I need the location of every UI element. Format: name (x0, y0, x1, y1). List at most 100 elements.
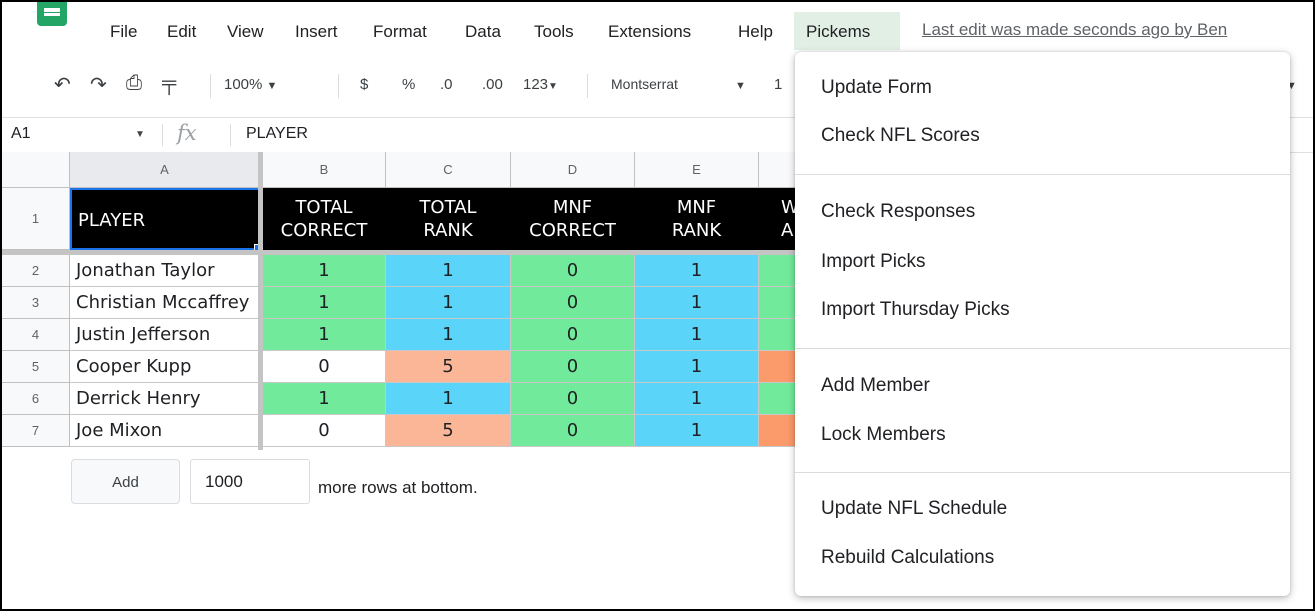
menu-pickems[interactable]: Pickems (794, 12, 900, 50)
column-header-b[interactable]: B (263, 152, 386, 188)
header-cell-mnf-correct[interactable]: MNF CORRECT (511, 188, 635, 250)
header-line: W (781, 197, 799, 218)
name-box-dropdown-icon[interactable]: ▼ (135, 129, 145, 140)
total-rank-cell[interactable]: 1 (386, 287, 511, 319)
player-cell[interactable]: Joe Mixon (70, 415, 260, 447)
mnf-rank-cell[interactable]: 1 (635, 255, 759, 287)
row-header[interactable]: 3 (2, 287, 70, 319)
header-line: CORRECT (529, 220, 616, 241)
add-rows-suffix: more rows at bottom. (318, 478, 478, 497)
mnf-correct-cell[interactable]: 0 (511, 351, 635, 383)
total-correct-cell[interactable]: 1 (263, 383, 386, 415)
formula-input[interactable]: PLAYER (246, 125, 308, 142)
header-cell-player[interactable]: PLAYER (70, 188, 260, 250)
mnf-correct-cell[interactable]: 0 (511, 255, 635, 287)
number-format-select[interactable]: 123▼ (523, 76, 558, 93)
total-rank-cell[interactable]: 5 (386, 351, 511, 383)
mnf-rank-cell[interactable]: 1 (635, 319, 759, 351)
menu-item-lock-members[interactable]: Lock Members (821, 424, 946, 445)
menu-tools[interactable]: Tools (534, 22, 574, 41)
total-rank-cell[interactable]: 1 (386, 319, 511, 351)
toolbar-more-dropdown-icon[interactable]: ▼ (1286, 80, 1297, 92)
row-header[interactable]: 1 (2, 188, 70, 250)
font-size-field[interactable]: 1 (774, 76, 783, 93)
add-rows-button[interactable]: Add (71, 459, 180, 504)
menu-file[interactable]: File (110, 22, 138, 41)
menu-bar: File Edit View Insert Format Data Tools … (2, 2, 1313, 52)
total-correct-cell[interactable]: 0 (263, 415, 386, 447)
total-rank-cell[interactable]: 1 (386, 383, 511, 415)
menu-format[interactable]: Format (373, 22, 427, 41)
total-rank-cell[interactable]: 1 (386, 255, 511, 287)
header-line: RANK (671, 220, 722, 241)
player-cell[interactable]: Justin Jefferson (70, 319, 260, 351)
mnf-rank-cell[interactable]: 1 (635, 415, 759, 447)
last-edit-link[interactable]: Last edit was made seconds ago by Ben (922, 20, 1228, 39)
header-cell-total-rank[interactable]: TOTAL RANK (386, 188, 511, 250)
column-header-c[interactable]: C (386, 152, 511, 188)
menu-edit[interactable]: Edit (167, 22, 197, 41)
sheets-logo-icon[interactable] (37, 2, 67, 26)
total-correct-cell[interactable]: 1 (263, 319, 386, 351)
menu-extensions[interactable]: Extensions (608, 22, 692, 41)
mnf-correct-cell[interactable]: 0 (511, 383, 635, 415)
menu-insert[interactable]: Insert (295, 22, 338, 41)
column-header-d[interactable]: D (511, 152, 635, 188)
menu-item-update-nfl-schedule[interactable]: Update NFL Schedule (821, 498, 1008, 519)
player-cell[interactable]: Jonathan Taylor (70, 255, 260, 287)
menu-view[interactable]: View (227, 22, 264, 41)
menu-item-rebuild-calculations[interactable]: Rebuild Calculations (821, 547, 995, 568)
font-select[interactable]: Montserrat (611, 76, 678, 92)
redo-icon[interactable]: ↷ (90, 74, 107, 96)
row-header[interactable]: 6 (2, 383, 70, 415)
menu-item-update-form[interactable]: Update Form (821, 77, 932, 98)
percent-format-button[interactable]: % (402, 76, 416, 93)
menu-item-add-member[interactable]: Add Member (821, 375, 930, 396)
print-icon[interactable]: ⎙ (126, 72, 142, 94)
header-cell-total-correct[interactable]: TOTAL CORRECT (263, 188, 386, 250)
paint-format-icon[interactable]: ╤ (162, 72, 177, 94)
currency-format-button[interactable]: $ (360, 76, 369, 93)
menu-item-check-responses[interactable]: Check Responses (821, 201, 976, 222)
total-correct-cell[interactable]: 1 (263, 255, 386, 287)
menu-item-import-thursday-picks[interactable]: Import Thursday Picks (821, 299, 1010, 320)
menu-item-check-nfl-scores[interactable]: Check NFL Scores (821, 125, 980, 146)
total-correct-cell[interactable]: 0 (263, 351, 386, 383)
select-all-corner[interactable] (2, 152, 70, 188)
mnf-correct-cell[interactable]: 0 (511, 287, 635, 319)
row-header[interactable]: 4 (2, 319, 70, 351)
mnf-correct-cell[interactable]: 0 (511, 319, 635, 351)
row-header[interactable]: 5 (2, 351, 70, 383)
zoom-select[interactable]: 100% ▼ (224, 76, 277, 93)
mnf-rank-cell[interactable]: 1 (635, 351, 759, 383)
player-cell[interactable]: Christian Mccaffrey (70, 287, 260, 319)
menu-item-import-picks[interactable]: Import Picks (821, 251, 926, 272)
total-rank-cell[interactable]: 5 (386, 415, 511, 447)
frozen-row-divider[interactable] (2, 250, 802, 255)
player-cell[interactable]: Derrick Henry (70, 383, 260, 415)
font-dropdown-icon[interactable]: ▼ (735, 80, 746, 92)
player-cell[interactable]: Cooper Kupp (70, 351, 260, 383)
undo-icon[interactable]: ↶ (54, 74, 71, 96)
menu-data[interactable]: Data (465, 22, 501, 41)
row-header[interactable]: 7 (2, 415, 70, 447)
header-cell-mnf-rank[interactable]: MNF RANK (635, 188, 759, 250)
header-line: CORRECT (280, 220, 368, 241)
number-format-label: 123 (523, 76, 549, 93)
total-correct-cell[interactable]: 1 (263, 287, 386, 319)
frozen-column-divider[interactable] (258, 152, 263, 450)
mnf-rank-cell[interactable]: 1 (635, 287, 759, 319)
row-header[interactable]: 2 (2, 255, 70, 287)
decrease-decimals-button[interactable]: .0 (440, 76, 453, 93)
name-box[interactable]: A1 (11, 125, 31, 142)
number-format-dropdown-icon: ▼ (548, 81, 558, 92)
column-header-e[interactable]: E (635, 152, 759, 188)
column-header-a[interactable]: A (70, 152, 260, 188)
zoom-value: 100% (224, 76, 263, 93)
add-rows-count-input[interactable]: 1000 (190, 459, 310, 504)
increase-decimals-button[interactable]: .00 (482, 76, 503, 93)
menu-help[interactable]: Help (738, 22, 773, 41)
mnf-correct-cell[interactable]: 0 (511, 415, 635, 447)
mnf-rank-cell[interactable]: 1 (635, 383, 759, 415)
